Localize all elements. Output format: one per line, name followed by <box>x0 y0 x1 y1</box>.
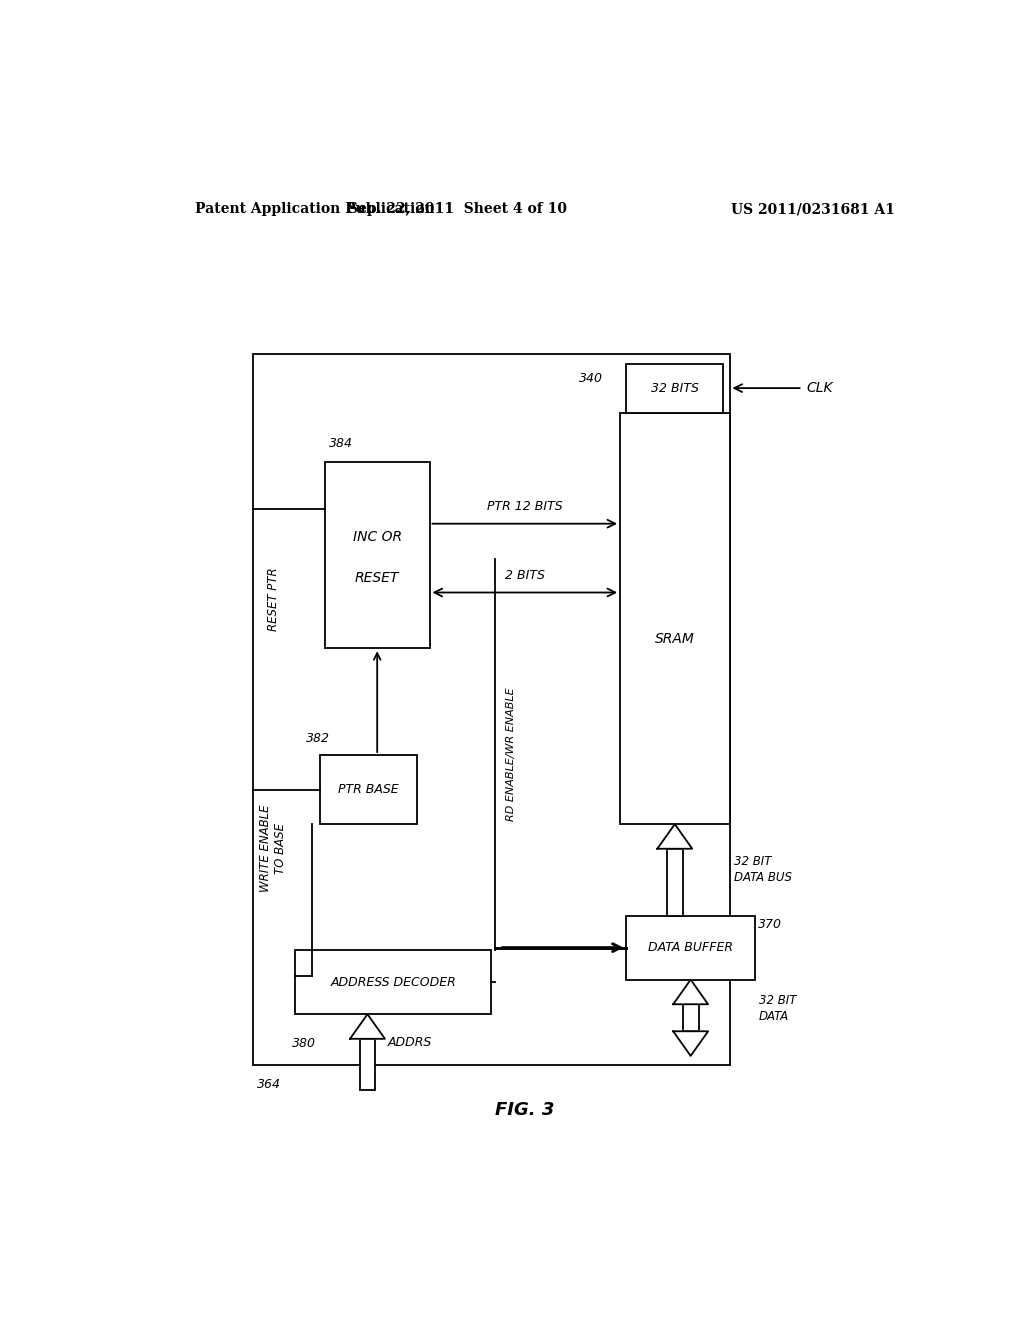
Polygon shape <box>673 1031 709 1056</box>
Text: FIG. 3: FIG. 3 <box>496 1101 554 1119</box>
Text: Patent Application Publication: Patent Application Publication <box>196 202 435 216</box>
Text: RESET: RESET <box>355 570 399 585</box>
Bar <box>683 1005 698 1031</box>
Text: 384: 384 <box>329 437 353 450</box>
Text: 380: 380 <box>292 1036 316 1049</box>
Bar <box>325 462 430 648</box>
Text: US 2011/0231681 A1: US 2011/0231681 A1 <box>731 202 895 216</box>
Text: PTR BASE: PTR BASE <box>338 783 398 796</box>
Text: ADDRESS DECODER: ADDRESS DECODER <box>330 975 456 989</box>
Polygon shape <box>657 824 692 849</box>
Polygon shape <box>673 979 709 1005</box>
Text: 370: 370 <box>758 917 782 931</box>
Text: Sep. 22, 2011  Sheet 4 of 10: Sep. 22, 2011 Sheet 4 of 10 <box>348 202 567 216</box>
Bar <box>295 950 492 1014</box>
Text: PTR 12 BITS: PTR 12 BITS <box>487 499 562 512</box>
Polygon shape <box>350 1014 385 1039</box>
Text: 382: 382 <box>306 731 330 744</box>
Text: 2 BITS: 2 BITS <box>505 569 545 582</box>
Bar <box>321 755 417 824</box>
Text: 32 BIT
DATA: 32 BIT DATA <box>759 994 797 1023</box>
Bar <box>253 354 729 1065</box>
Text: 32 BITS: 32 BITS <box>651 381 698 395</box>
Text: RESET PTR: RESET PTR <box>266 568 280 631</box>
Text: 364: 364 <box>257 1078 282 1092</box>
Text: 340: 340 <box>579 372 602 385</box>
Bar <box>627 364 723 412</box>
Bar <box>620 413 729 824</box>
Text: WRITE ENABLE
TO BASE: WRITE ENABLE TO BASE <box>259 804 287 892</box>
Bar <box>359 1039 376 1090</box>
Text: RD ENABLE/WR ENABLE: RD ENABLE/WR ENABLE <box>506 688 516 821</box>
Text: 32 BIT
DATA BUS: 32 BIT DATA BUS <box>733 855 792 884</box>
Bar <box>667 849 683 916</box>
Text: CLK: CLK <box>807 381 834 395</box>
Text: DATA BUFFER: DATA BUFFER <box>648 941 733 954</box>
Text: INC OR: INC OR <box>352 531 401 544</box>
Text: ADDRS: ADDRS <box>387 1036 431 1049</box>
Text: SRAM: SRAM <box>655 632 694 645</box>
Bar <box>627 916 755 979</box>
